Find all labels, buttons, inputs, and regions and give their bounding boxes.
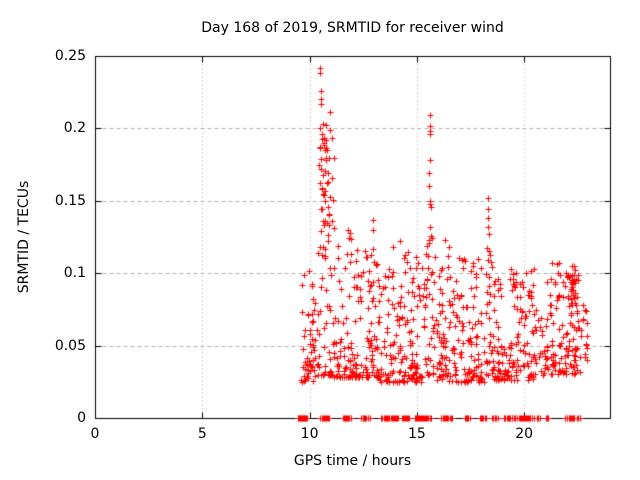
x-tick-label: 10	[300, 426, 319, 442]
y-tick-label: 0.2	[63, 120, 86, 137]
x-tick-label: 0	[90, 426, 100, 442]
x-tick-label: 15	[407, 426, 426, 442]
y-tick-label: 0.15	[54, 192, 86, 209]
y-tick-label: 0.05	[54, 337, 86, 354]
y-tick-label: 0.25	[54, 48, 86, 64]
x-tick-label: 5	[197, 426, 207, 442]
x-axis-label: GPS time / hours	[293, 453, 412, 469]
chart-title: Day 168 of 2019, SRMTID for receiver win…	[201, 20, 504, 36]
x-tick-label: 20	[515, 426, 534, 442]
y-tick-label: 0.1	[63, 265, 86, 282]
y-tick-label: 0	[77, 410, 86, 426]
